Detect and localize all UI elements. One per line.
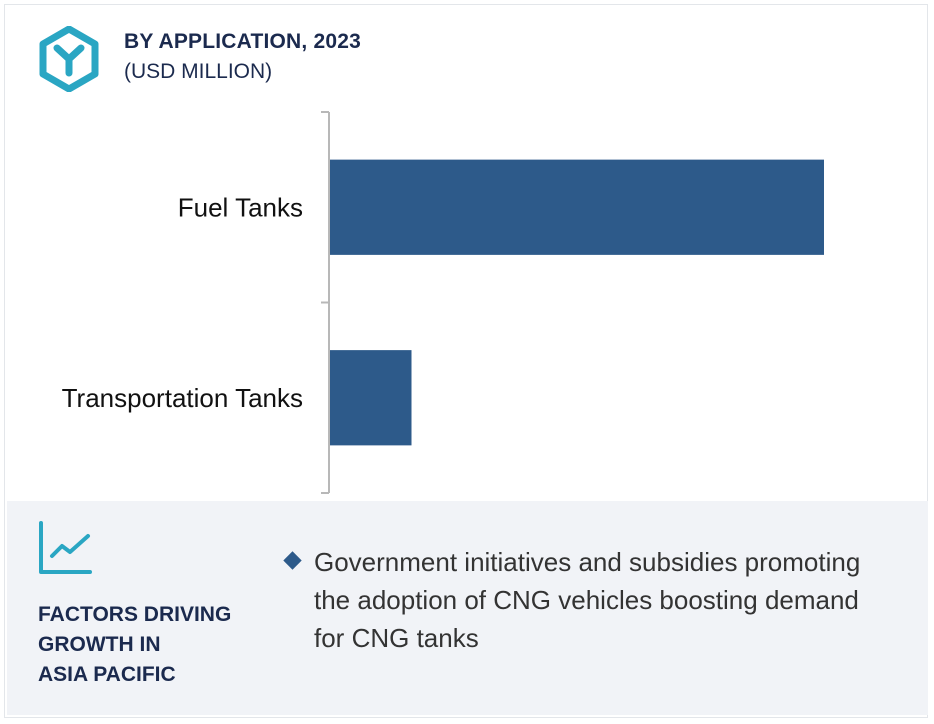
chart-subtitle: (USD MILLION) xyxy=(124,60,273,83)
bar-fuel-tanks xyxy=(330,159,824,255)
hexagon-y-logo-icon xyxy=(39,26,99,92)
bars xyxy=(330,159,824,446)
factors-heading-line: ASIA PACIFIC xyxy=(38,663,176,686)
bar-transportation-tanks xyxy=(330,350,412,446)
factors-heading-line: GROWTH IN xyxy=(38,633,161,656)
factors-heading-line: FACTORS DRIVING xyxy=(38,603,232,626)
factor-bullet-text: Government initiatives and subsidies pro… xyxy=(314,547,861,653)
factors-panel xyxy=(7,501,928,715)
bar-chart: Fuel Tanks Transportation Tanks xyxy=(62,111,824,494)
chart-title: BY APPLICATION, 2023 xyxy=(124,30,362,53)
category-labels: Fuel Tanks Transportation Tanks xyxy=(62,192,303,413)
y-axis-ticks xyxy=(321,111,329,494)
trend-line-icon xyxy=(39,521,92,574)
factors-heading: FACTORS DRIVING GROWTH IN ASIA PACIFIC xyxy=(38,600,268,690)
category-label: Fuel Tanks xyxy=(178,192,303,222)
category-label: Transportation Tanks xyxy=(62,383,303,413)
